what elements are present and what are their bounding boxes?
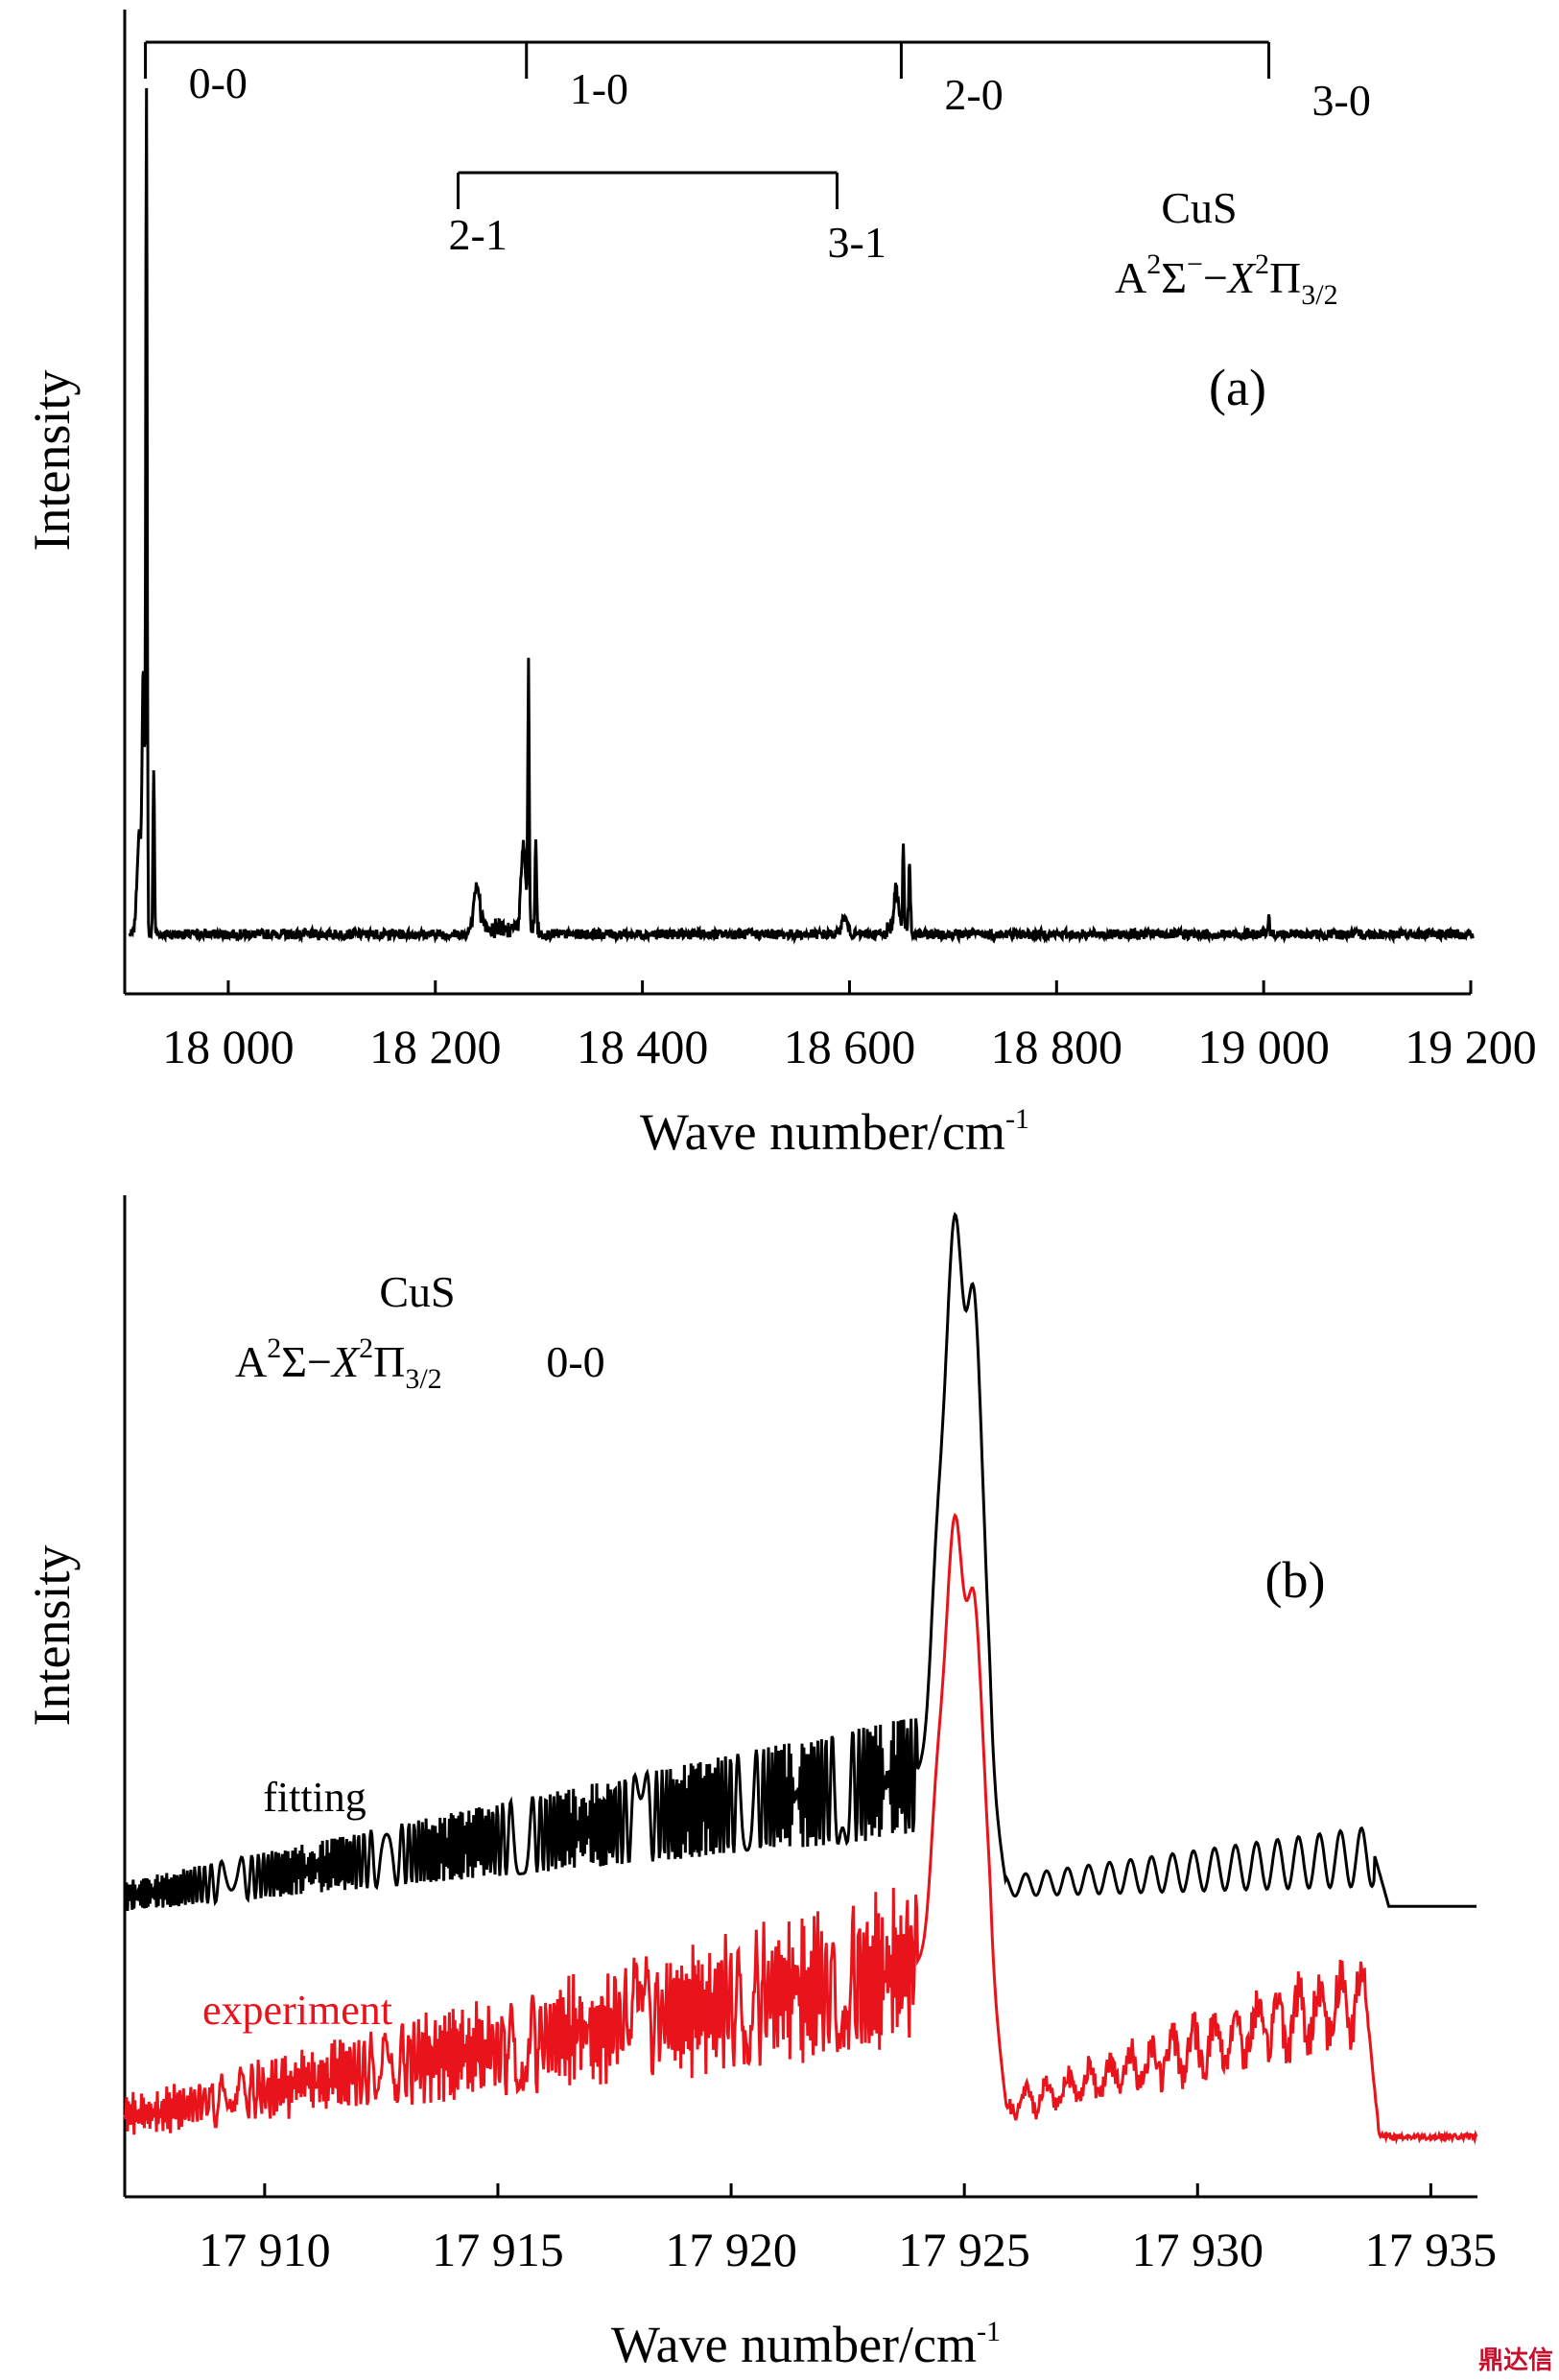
panel-b-y-axis-title: Intensity — [23, 1545, 81, 1727]
panel-a-x-tick-label: 19 000 — [1197, 1020, 1330, 1073]
panel-b-species-label: CuS — [379, 1267, 455, 1316]
panel-a-x-tick-label: 18 200 — [369, 1020, 502, 1073]
panel-a-x-tick-label: 18 000 — [162, 1020, 295, 1073]
panel-b: 17 910 17 915 17 920 17 925 17 930 17 935 Int… — [23, 1195, 1497, 2373]
panel-b-transition-label: A2Σ−X2Π3/2 — [235, 1332, 442, 1395]
panel-b-x-tick-label: 17 930 — [1132, 2223, 1264, 2276]
legend-experiment-label: experiment — [202, 1987, 392, 2034]
watermark: 鼎达信 — [1477, 2346, 1553, 2375]
panel-b-band-label: 0-0 — [546, 1337, 604, 1386]
panel-a-x-tick-label: 18 600 — [784, 1020, 916, 1073]
panel-a-spectrum-line — [128, 87, 1475, 945]
panel-b-x-tick-label: 17 915 — [432, 2223, 564, 2276]
panel-a-x-ticks: 18 000 18 200 18 400 18 600 18 800 19 000 19 2… — [162, 980, 1537, 1073]
legend-fitting-label: fitting — [263, 1774, 366, 1821]
panel-a-x-axis-title: Wave number/cm-1 — [640, 1103, 1029, 1161]
panel-a-x-tick-label: 18 400 — [577, 1020, 709, 1073]
v0-progression-band-label: 2-0 — [944, 70, 1003, 119]
v0-progression-band-label: 0-0 — [189, 59, 248, 107]
panel-a-species-label: CuS — [1161, 183, 1237, 232]
panel-b-x-tick-label: 17 920 — [665, 2223, 797, 2276]
v1-progression-band-label: 3-1 — [828, 218, 886, 267]
panel-b-x-tick-label: 17 925 — [898, 2223, 1030, 2276]
panel-b-x-ticks: 17 910 17 915 17 920 17 925 17 930 17 935 — [199, 2183, 1497, 2276]
panel-a-x-tick-label: 18 800 — [991, 1020, 1123, 1073]
panel-a-progression-brackets: 0-0 1-0 2-0 3-0 2-1 3-1 — [144, 40, 1371, 267]
v1-progression-band-label: 2-1 — [449, 210, 508, 259]
panel-a-x-tick-label: 19 200 — [1405, 1020, 1537, 1073]
panel-a-y-axis-title: Intensity — [23, 370, 81, 552]
panel-b-x-axis-title: Wave number/cm-1 — [611, 2316, 1001, 2373]
panel-a-transition-label: A2Σ−−X2Π3/2 — [1115, 248, 1338, 311]
panel-b-experiment-line — [123, 1513, 1478, 2146]
panel-b-x-tick-label: 17 910 — [199, 2223, 331, 2276]
panel-a-label: (a) — [1209, 359, 1266, 416]
panel-b-x-tick-label: 17 935 — [1365, 2223, 1498, 2276]
v0-progression-band-label: 3-0 — [1312, 76, 1371, 125]
panel-b-fitting-line — [123, 1212, 1476, 1912]
panel-b-label: (b) — [1265, 1551, 1326, 1609]
panel-a: 18 000 18 200 18 400 18 600 18 800 19 000 19 2… — [23, 10, 1537, 1161]
v0-progression-band-label: 1-0 — [570, 64, 628, 113]
